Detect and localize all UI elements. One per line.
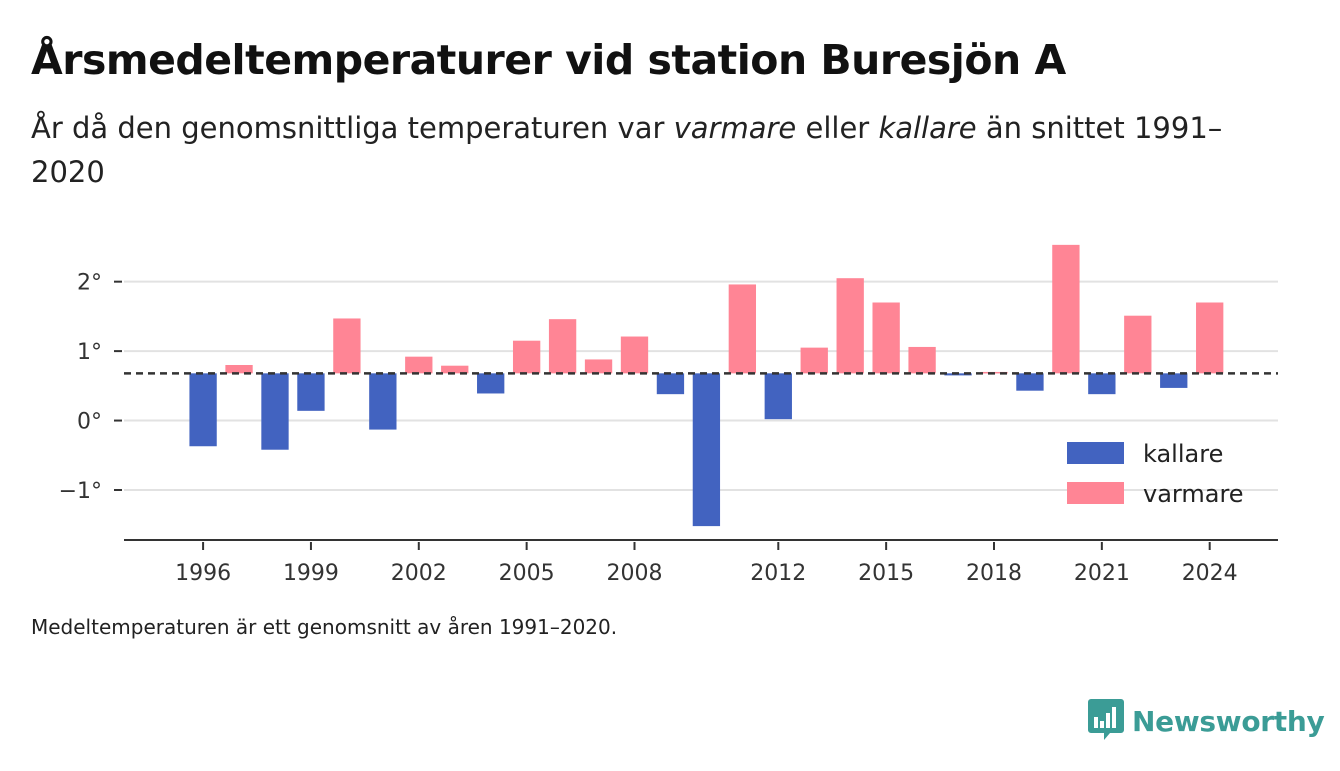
bar-2006 xyxy=(548,319,577,374)
bar-2013 xyxy=(800,347,828,374)
y-tick-label: 1° xyxy=(77,340,102,365)
bar-2002 xyxy=(405,356,433,374)
bar-2011 xyxy=(728,284,757,374)
legend: kallare varmare xyxy=(1067,440,1244,508)
subtitle-cold-word: kallare xyxy=(878,111,977,145)
legend-label-cold: kallare xyxy=(1143,440,1223,468)
bar-2015 xyxy=(872,302,900,374)
legend-swatch-warm xyxy=(1067,482,1124,504)
bar-1997 xyxy=(225,365,253,374)
axes: −1° 0° 1° 2° 1996 1999 2002 2005 2008 2012 2015 201… xyxy=(59,271,1278,586)
bar-2014 xyxy=(836,278,864,374)
y-tick-label: 2° xyxy=(77,271,102,296)
footnote: Medeltemperaturen är ett genomsnitt av å… xyxy=(31,615,618,639)
temperature-bar-chart: −1° 0° 1° 2° 1996 1999 2002 2005 2008 2012 2015 201… xyxy=(59,244,1278,586)
x-tick-label: 2024 xyxy=(1182,561,1238,586)
chart-subtitle: År då den genomsnittliga temperaturen va… xyxy=(31,106,1231,194)
subtitle-warm-word: varmare xyxy=(673,111,797,145)
bar-2009 xyxy=(656,373,685,395)
y-tick-label: −1° xyxy=(59,479,102,504)
x-tick-label: 2008 xyxy=(606,561,662,586)
bar-2010 xyxy=(692,373,721,527)
bar-2021 xyxy=(1088,373,1116,395)
bar-2004 xyxy=(477,373,505,394)
bar-2016 xyxy=(908,346,936,374)
x-tick-label: 1996 xyxy=(175,561,231,586)
bar-2020 xyxy=(1052,244,1080,374)
bar-2023 xyxy=(1160,373,1188,388)
bar-1999 xyxy=(297,373,325,411)
bars xyxy=(189,244,1224,527)
bar-2008 xyxy=(620,336,649,374)
bar-2000 xyxy=(333,318,361,374)
y-tick-label: 0° xyxy=(77,410,102,435)
bar-2012 xyxy=(764,373,792,420)
x-tick-label: 2015 xyxy=(858,561,914,586)
x-tick-label: 2002 xyxy=(391,561,447,586)
subtitle-part-2: eller xyxy=(796,111,879,145)
subtitle-part-1: År då den genomsnittliga temperaturen va… xyxy=(31,111,674,145)
bar-2024 xyxy=(1196,302,1224,374)
bar-1996 xyxy=(189,373,217,447)
x-tick-label: 1999 xyxy=(283,561,339,586)
chart-title: Årsmedeltemperaturer vid station Buresjö… xyxy=(31,36,1066,84)
bar-2019 xyxy=(1016,373,1044,391)
x-tick-label: 2021 xyxy=(1074,561,1130,586)
bar-2022 xyxy=(1124,315,1152,374)
legend-swatch-cold xyxy=(1067,442,1124,464)
x-tick-label: 2005 xyxy=(499,561,555,586)
brand-logo[interactable]: Newsworthy xyxy=(1088,697,1325,745)
brand-name: Newsworthy xyxy=(1132,704,1325,738)
x-tick-label: 2018 xyxy=(966,561,1022,586)
x-tick-label: 2012 xyxy=(750,561,806,586)
subtitle-part-3: än snittet 1991–2020 xyxy=(31,111,1223,189)
legend-label-warm: varmare xyxy=(1143,480,1244,508)
bar-2007 xyxy=(584,359,613,374)
bar-2005 xyxy=(512,340,541,374)
bar-1998 xyxy=(261,373,289,450)
bar-2001 xyxy=(369,373,397,430)
bar-2003 xyxy=(441,365,469,374)
newsworthy-logo-icon xyxy=(1088,697,1124,745)
